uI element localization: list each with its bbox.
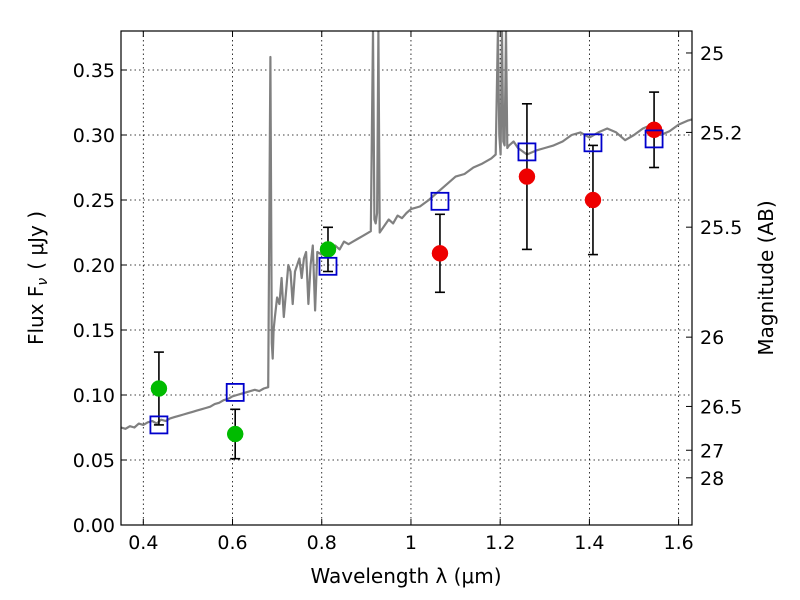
y-axis-label-main: Flux F <box>24 286 48 345</box>
plot-frame <box>120 30 693 526</box>
y-axis-label-subscript: ν <box>35 278 51 286</box>
x-tick-label: 1.4 <box>574 532 604 554</box>
error-bars <box>153 91 660 460</box>
y2-tick-label: 26 <box>700 327 724 349</box>
y-axis-label: Flux Fν ( μJy ) <box>24 211 51 345</box>
y2-tick-label: 25.5 <box>700 217 742 239</box>
y-tick-label: 0.00 <box>73 515 115 537</box>
model-square-point <box>225 382 245 402</box>
y-tick-label: 0.15 <box>73 320 115 342</box>
x-tick-label: 0.6 <box>217 532 247 554</box>
red-data-point <box>431 245 449 262</box>
x-tick-label: 0.8 <box>307 532 337 554</box>
model-spectrum-layer <box>121 31 692 430</box>
axis-ticks: 0.4 0.6 0.8 1 1.2 1.4 1.6 0.00 0.05 0.10 0.15 0.20 0… <box>73 31 742 554</box>
red-data-point <box>518 168 536 185</box>
y-tick-label: 0.25 <box>73 190 115 212</box>
x-axis-label: Wavelength λ (μm) <box>310 564 501 588</box>
green-data-point <box>150 380 168 397</box>
y2-axis-label: Magnitude (AB) <box>754 200 778 355</box>
y2-tick-label: 27 <box>700 440 724 462</box>
y-tick-label: 0.30 <box>73 125 115 147</box>
y-tick-label: 0.35 <box>73 60 115 82</box>
model-square-point <box>430 191 450 211</box>
y-tick-label: 0.20 <box>73 255 115 277</box>
model-square-point <box>149 415 169 435</box>
y2-tick-label: 26.5 <box>700 396 742 418</box>
y-tick-label: 0.05 <box>73 450 115 472</box>
y2-tick-label: 28 <box>700 468 724 490</box>
x-tick-label: 0.4 <box>128 532 158 554</box>
grid-lines <box>121 31 692 525</box>
x-tick-label: 1.6 <box>664 532 694 554</box>
x-tick-label: 1 <box>405 532 417 554</box>
model-square-point <box>517 142 537 162</box>
y2-tick-label: 25.2 <box>700 122 742 144</box>
y-axis-label-unit: ( μJy ) <box>24 211 48 270</box>
model-square-point <box>644 129 664 149</box>
red-data-point <box>584 191 602 209</box>
green-data-point <box>319 241 337 258</box>
x-tick-label: 1.2 <box>485 532 515 554</box>
data-markers <box>149 121 664 443</box>
green-data-point <box>226 425 244 443</box>
y2-tick-label: 25 <box>700 43 724 65</box>
y-tick-label: 0.10 <box>73 385 115 407</box>
model-spectrum-line <box>121 31 692 430</box>
model-square-point <box>318 256 338 276</box>
model-square-point <box>583 133 603 153</box>
